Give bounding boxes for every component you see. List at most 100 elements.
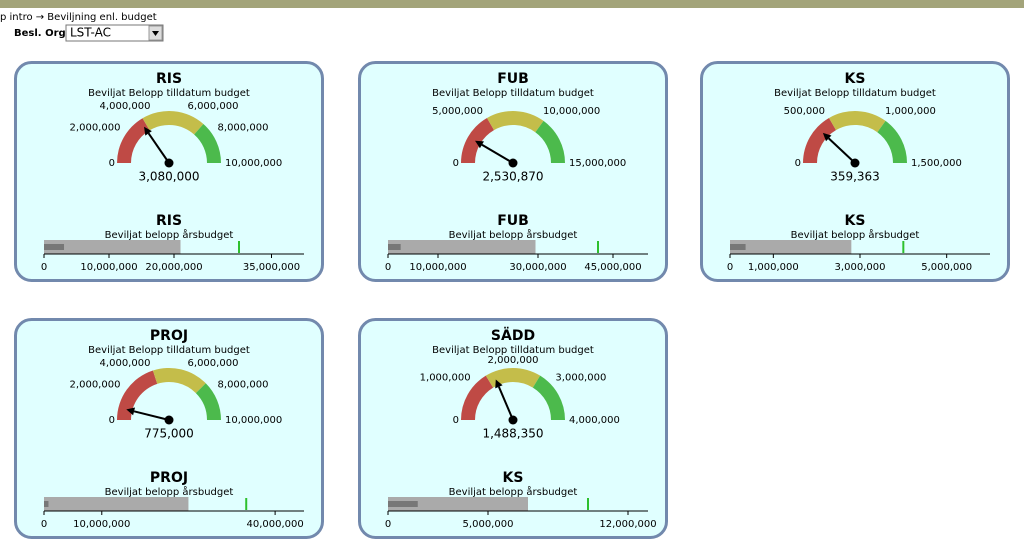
gauge-tick-label: 3,000,000	[555, 373, 606, 384]
gauge-band	[117, 118, 150, 163]
gauge-tick-label: 2,000,000	[70, 123, 121, 134]
bullet-tick-label: 10,000,000	[409, 262, 466, 273]
gauge-value: 3,080,000	[138, 170, 199, 184]
bullet-tick-label: 10,000,000	[73, 519, 130, 530]
gauge-hub	[508, 158, 518, 168]
bullet-tick-label: 30,000,000	[509, 262, 566, 273]
gauge-tick-label: 0	[453, 415, 459, 426]
bullet-subtitle: Beviljat belopp årsbudget	[449, 485, 578, 498]
select-box[interactable]	[65, 24, 164, 42]
bullet-actual	[388, 244, 401, 250]
gauge-tick-label: 4,000,000	[100, 358, 151, 369]
gauge-tick-label: 1,500,000	[911, 158, 962, 169]
gauge-tick-label: 0	[453, 158, 459, 169]
gauge-band	[152, 368, 206, 394]
bullet-tick-label: 0	[727, 262, 733, 273]
gauge-value: 1,488,350	[482, 427, 543, 441]
bullet-tick-label: 5,000,000	[921, 262, 972, 273]
gauge-needle	[147, 132, 170, 164]
bullet-tick-label: 10,000,000	[80, 262, 137, 273]
gauge-band	[803, 117, 836, 163]
gauge-band	[487, 110, 544, 133]
gauge-hub	[164, 158, 174, 168]
gauge-tick-label: 10,000,000	[225, 415, 282, 426]
bullet-tick-label: 45,000,000	[584, 262, 641, 273]
gauge-band	[877, 120, 907, 163]
bullet-actual	[388, 501, 418, 507]
select-arrow[interactable]	[152, 31, 159, 36]
gauge-tick-label: 4,000,000	[100, 101, 151, 112]
gauge-title: SÄDD	[491, 327, 535, 344]
gauge-band	[142, 111, 204, 135]
bullet-range	[388, 497, 528, 511]
gauge-needle-head	[144, 126, 152, 136]
gauge-tick-label: 6,000,000	[188, 358, 239, 369]
bullet-actual	[44, 501, 49, 507]
gauge-needle	[828, 137, 856, 164]
gauge-tick-label: 1,000,000	[885, 106, 936, 117]
gauge-hub	[164, 415, 174, 425]
gauge-band	[194, 123, 221, 163]
gauge-needle-head	[126, 407, 136, 416]
gauge-value: 359,363	[830, 170, 880, 184]
panel-frame	[700, 61, 1010, 282]
bullet-tick-label: 20,000,000	[145, 262, 202, 273]
gauge-needle-head	[822, 132, 832, 142]
gauge-title: FUB	[497, 71, 529, 87]
bullet-tick-label: 35,000,000	[243, 262, 300, 273]
bullet-subtitle: Beviljat belopp årsbudget	[105, 485, 234, 498]
gauge-needle	[133, 410, 170, 421]
filter-label: Besl. Org	[14, 28, 66, 39]
gauge-subtitle: Beviljat Belopp tilldatum budget	[432, 345, 594, 356]
org-select[interactable]: LST-AC	[65, 24, 164, 42]
gauge-subtitle: Beviljat Belopp tilldatum budget	[774, 88, 936, 99]
gauge-tick-label: 8,000,000	[218, 380, 269, 391]
bullet-tick-label: 0	[385, 262, 391, 273]
panel-frame	[14, 61, 324, 282]
gauge-subtitle: Beviljat Belopp tilldatum budget	[432, 88, 594, 99]
select-value[interactable]: LST-AC	[70, 26, 111, 40]
gauge-tick-label: 10,000,000	[225, 158, 282, 169]
gauge-band	[829, 110, 886, 133]
panel-frame	[14, 318, 324, 539]
bullet-title: KS	[503, 470, 524, 486]
gauge-hub	[850, 158, 860, 168]
bullet-tick-label: 1,000,000	[748, 262, 799, 273]
gauge-tick-label: 2,000,000	[488, 355, 539, 366]
gauge-band	[532, 375, 565, 420]
gauge-title: RIS	[156, 71, 182, 87]
gauge-band	[195, 383, 221, 420]
bullet-subtitle: Beviljat belopp årsbudget	[791, 228, 920, 241]
gauge-value: 2,530,870	[482, 170, 543, 184]
gauge-tick-label: 0	[109, 158, 115, 169]
gauge-tick-label: 0	[795, 158, 801, 169]
gauge-band	[535, 120, 565, 163]
gauge-band	[461, 375, 494, 420]
gauge-value: 775,000	[144, 427, 194, 441]
bullet-tick-label: 5,000,000	[463, 519, 514, 530]
bullet-title: KS	[845, 213, 866, 229]
gauge-title: KS	[845, 71, 866, 87]
gauge-tick-label: 5,000,000	[432, 106, 483, 117]
top-bar	[0, 0, 1024, 8]
gauge-needle-head	[495, 379, 503, 389]
gauge-tick-label: 4,000,000	[569, 415, 620, 426]
bullet-subtitle: Beviljat belopp årsbudget	[105, 228, 234, 241]
bullet-tick-label: 40,000,000	[246, 519, 303, 530]
bullet-tick-label: 0	[41, 519, 47, 530]
bullet-range	[44, 240, 181, 254]
panel-frame	[358, 61, 668, 282]
gauge-subtitle: Beviljat Belopp tilldatum budget	[88, 345, 250, 356]
gauge-needle	[497, 386, 514, 421]
bullet-actual	[730, 244, 746, 250]
gauge-hub	[508, 415, 518, 425]
gauge-tick-label: 15,000,000	[569, 158, 626, 169]
gauge-band	[117, 370, 158, 420]
bullet-range	[730, 240, 852, 254]
gauge-tick-label: 2,000,000	[70, 380, 121, 391]
